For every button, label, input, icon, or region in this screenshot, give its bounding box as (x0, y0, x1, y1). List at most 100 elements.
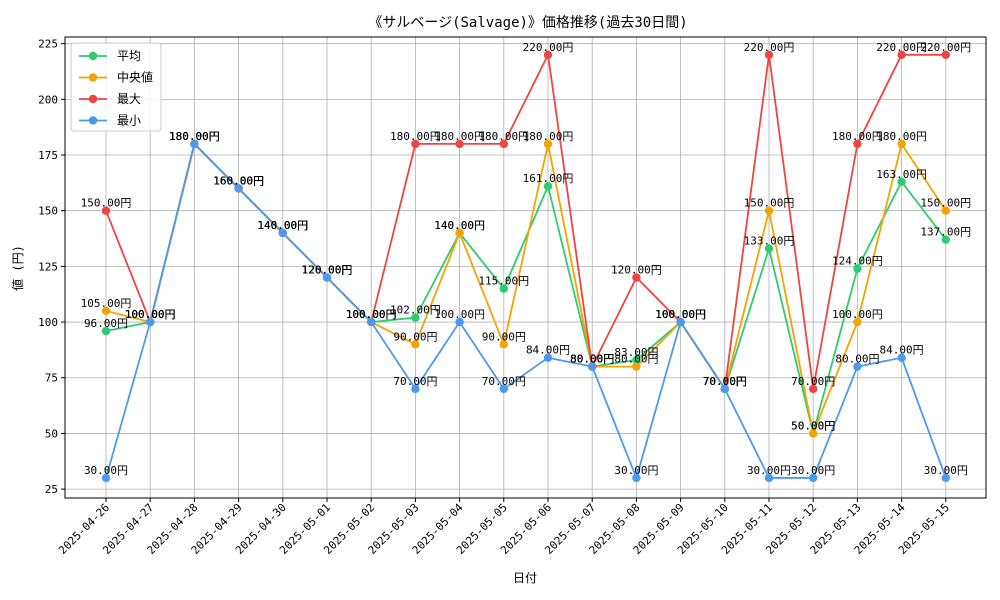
data-label: 220.00円 (744, 41, 795, 54)
data-label: 180.00円 (390, 130, 441, 143)
data-label: 150.00円 (744, 197, 795, 210)
data-point (809, 473, 818, 483)
data-point (499, 139, 508, 149)
data-label: 100.00円 (125, 308, 176, 321)
legend-label: 中央値 (117, 70, 153, 85)
data-label: 180.00円 (169, 130, 220, 143)
data-label: 180.00円 (169, 130, 220, 143)
data-label: 140.00円 (257, 219, 308, 232)
data-label: 80.00円 (570, 353, 614, 366)
data-label: 50.00円 (791, 419, 835, 432)
chart-title: 《サルベージ(Salvage)》価格推移(過去30日間) (368, 15, 687, 31)
data-label: 50.00円 (791, 419, 835, 432)
data-label: 140.00円 (257, 219, 308, 232)
legend-label: 最大 (117, 92, 141, 106)
data-label: 70.00円 (703, 375, 747, 388)
data-point (853, 264, 862, 273)
data-label: 105.00円 (81, 297, 132, 310)
plot-frame (64, 36, 987, 499)
y-tick-label: 25 (45, 483, 58, 496)
data-label: 84.00円 (526, 344, 570, 357)
data-label: 120.00円 (302, 264, 353, 277)
series-line-3 (105, 53, 946, 390)
data-label: 80.00円 (835, 353, 879, 366)
data-point (632, 473, 641, 483)
x-axis-label: 日付 (513, 571, 537, 585)
data-label: 220.00円 (876, 41, 927, 54)
data-point (941, 50, 950, 60)
data-point (941, 473, 950, 483)
legend-box (70, 42, 162, 132)
legend-swatch-marker (88, 51, 98, 61)
data-point (853, 139, 862, 149)
data-label: 160.00円 (213, 174, 264, 187)
data-point (941, 235, 950, 244)
data-label: 30.00円 (747, 464, 791, 477)
data-label: 90.00円 (393, 330, 437, 343)
legend-label: 平均 (117, 49, 141, 63)
data-label: 70.00円 (482, 375, 526, 388)
data-label: 180.00円 (434, 130, 485, 143)
data-point (543, 182, 553, 191)
data-point (676, 317, 685, 327)
y-tick-label: 125 (38, 260, 58, 273)
data-point (499, 384, 508, 394)
data-label: 100.00円 (655, 308, 706, 321)
data-label: 140.00円 (434, 219, 485, 232)
data-point (941, 206, 950, 215)
data-label: 100.00円 (655, 308, 706, 321)
data-label: 70.00円 (703, 375, 747, 388)
data-label: 70.00円 (703, 375, 747, 388)
data-label: 180.00円 (876, 130, 927, 143)
data-point (411, 139, 420, 149)
data-point (101, 473, 111, 483)
data-label: 30.00円 (614, 464, 658, 477)
series-layer (101, 50, 950, 483)
y-tick-label: 225 (38, 38, 58, 51)
data-label: 100.00円 (125, 308, 176, 321)
data-label: 70.00円 (703, 375, 747, 388)
data-label: 137.00円 (920, 226, 971, 239)
data-point (101, 206, 111, 215)
data-point (632, 273, 641, 282)
data-label: 180.00円 (478, 130, 529, 143)
data-label: 120.00円 (302, 264, 353, 277)
data-point (897, 177, 906, 186)
data-point (543, 353, 553, 362)
data-label: 180.00円 (169, 130, 220, 143)
data-label: 180.00円 (169, 130, 220, 143)
legend-swatch-marker (88, 94, 98, 104)
data-label: 83.00円 (614, 346, 658, 359)
y-tick-label: 50 (45, 427, 58, 440)
data-label: 133.00円 (744, 235, 795, 248)
data-label: 180.00円 (523, 130, 574, 143)
data-label: 140.00円 (257, 219, 308, 232)
data-point (632, 355, 641, 365)
y-tick-label: 200 (38, 93, 58, 106)
data-label: 30.00円 (84, 464, 128, 477)
data-point (543, 139, 553, 149)
data-point (809, 429, 818, 438)
data-point (809, 384, 818, 394)
data-label: 150.00円 (81, 197, 132, 210)
data-label: 70.00円 (393, 375, 437, 388)
data-point (278, 228, 287, 238)
data-point (455, 139, 464, 149)
data-label: 70.00円 (791, 375, 835, 388)
data-label: 180.00円 (832, 130, 883, 143)
y-tick-label: 100 (38, 316, 58, 329)
data-point (897, 50, 906, 60)
data-label: 80.00円 (614, 353, 658, 366)
data-label: 140.00円 (257, 219, 308, 232)
data-point (146, 317, 155, 327)
data-point (764, 50, 774, 60)
data-labels: 96.00円100.00円180.00円160.00円140.00円120.00… (81, 41, 972, 477)
data-point (764, 244, 774, 253)
data-point (499, 284, 508, 293)
data-label: 90.00円 (482, 330, 526, 343)
data-point (190, 139, 199, 149)
y-tick-label: 150 (38, 205, 58, 218)
data-label: 120.00円 (302, 264, 353, 277)
data-label: 100.00円 (346, 308, 397, 321)
